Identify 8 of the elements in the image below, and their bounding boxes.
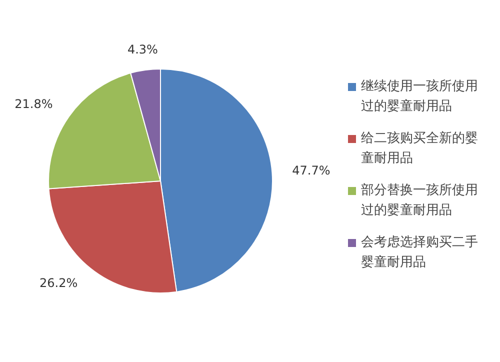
legend-label: 部分替换一孩所使用过的婴童耐用品 — [361, 182, 479, 220]
data-label: 21.8% — [14, 96, 53, 111]
data-label: 47.7% — [292, 164, 330, 178]
legend-label: 会考虑选择购买二手婴童耐用品 — [361, 234, 479, 272]
data-label: 4.3% — [127, 42, 158, 56]
data-label: 26.2% — [40, 276, 78, 290]
legend-label: 继续使用一孩所使用过的婴童耐用品 — [361, 78, 479, 116]
legend-label: 给二孩购买全新的婴童耐用品 — [361, 130, 479, 168]
